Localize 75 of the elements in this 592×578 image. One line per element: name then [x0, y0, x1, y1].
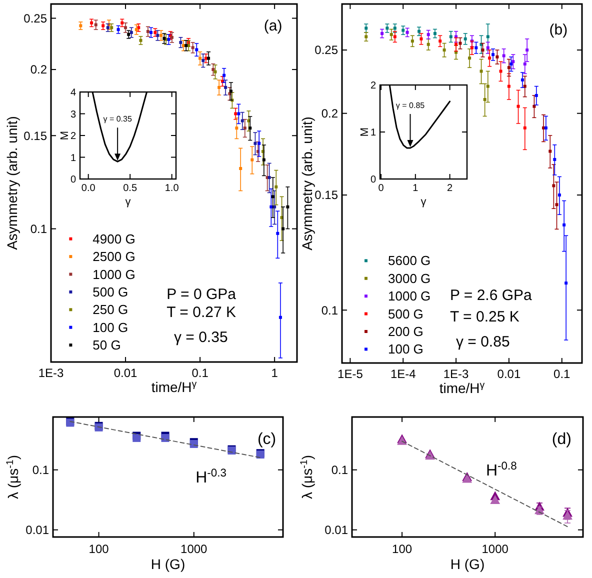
- x-axis-title: γ: [420, 196, 427, 208]
- annotation: (d): [552, 431, 572, 448]
- x-axis-title: H (G): [450, 556, 485, 572]
- y-tick-label: 0.2: [321, 106, 338, 121]
- annotation: H$^{-0.8}$: [486, 460, 517, 480]
- y-tick-label: 0: [370, 174, 376, 186]
- y-axis-title: Asymmetry (arb. unit): [298, 116, 315, 250]
- annotation: (c): [257, 431, 276, 448]
- x-tick-label: 0.1: [554, 367, 571, 381]
- y-tick-label: 4: [70, 88, 76, 98]
- y-tick-label: 1: [370, 128, 376, 138]
- annotation: (a): [264, 18, 282, 35]
- annotation: H$^{-0.3}$: [196, 468, 226, 487]
- annotation: γ = 0.85: [456, 334, 510, 351]
- y-tick-label: 2: [70, 131, 76, 142]
- legend-label: 3000 G: [388, 270, 431, 286]
- legend-label: 500 G: [92, 284, 128, 300]
- x-tick-label: 1E-4: [390, 367, 416, 381]
- legend-label: 250 G: [92, 302, 128, 318]
- x-tick-label: 0.5: [123, 183, 138, 194]
- y-tick-label: 0.15: [24, 128, 48, 143]
- legend-label: 5600 G: [388, 253, 431, 268]
- x-tick-label: 1E-5: [338, 367, 364, 381]
- x-tick-label: 0: [378, 183, 384, 194]
- annotation: P = 2.6 GPa: [450, 287, 533, 304]
- x-tick-label: 0.01: [114, 366, 138, 380]
- annotation: γ = 0.85: [396, 100, 426, 110]
- y-tick-label: 0.25: [314, 43, 338, 58]
- y-tick-label: 0.2: [30, 62, 48, 77]
- legend-label: 1000 G: [92, 266, 136, 282]
- legend-label: 2500 G: [92, 249, 136, 264]
- y-tick-label: 0: [70, 174, 76, 186]
- x-tick-label: 1: [412, 183, 419, 194]
- x-tick-label: 1000: [180, 542, 208, 556]
- legend-label: 500 G: [388, 306, 424, 322]
- y-tick-label: 0.1: [30, 222, 48, 236]
- annotation: (b): [549, 21, 568, 38]
- legend-label: 50 G: [92, 338, 121, 353]
- y-tick-label: 1: [70, 152, 76, 164]
- x-tick-label: 1E-3: [443, 367, 470, 381]
- y-tick-label: 0.01: [26, 523, 50, 538]
- y-tick-label: 0.1: [321, 303, 338, 318]
- y-axis-title: M: [58, 130, 71, 140]
- x-tick-label: 1000: [482, 542, 509, 556]
- x-tick-label: 0.01: [497, 367, 521, 381]
- y-tick-label: 0.1: [32, 463, 50, 478]
- legend-label: 100 G: [388, 342, 424, 357]
- x-tick-label: 0.1: [192, 366, 209, 380]
- annotation: P = 0 GPa: [166, 286, 237, 304]
- y-tick-label: 3: [70, 109, 76, 120]
- legend-label: 200 G: [388, 324, 424, 340]
- x-tick-label: 2: [447, 183, 454, 194]
- x-tick-label: 1E-3: [38, 366, 64, 380]
- legend-label: 1000 G: [388, 288, 431, 304]
- y-axis-title: M: [358, 127, 371, 137]
- x-axis-title: time/H$^{γ}$: [439, 380, 485, 396]
- x-tick-label: 100: [88, 542, 110, 556]
- x-axis-title: time/H$^{γ}$: [151, 378, 197, 395]
- annotation: T = 0.25 K: [450, 308, 520, 326]
- annotation: γ = 0.35: [103, 114, 132, 124]
- x-tick-label: 100: [392, 542, 412, 556]
- y-tick-label: 2: [370, 80, 376, 92]
- y-tick-label: 0.01: [324, 523, 348, 538]
- y-axis-title: Asymmetry (arb. unit): [4, 116, 20, 250]
- x-tick-label: 1.0: [164, 183, 180, 194]
- annotation: γ = 0.35: [174, 329, 228, 346]
- legend-label: 100 G: [92, 320, 128, 335]
- x-tick-label: 1: [271, 366, 278, 380]
- x-axis-title: γ: [125, 196, 132, 208]
- x-tick-label: 0.0: [81, 183, 96, 194]
- x-axis-title: H (G): [150, 556, 186, 572]
- y-tick-label: 0.25: [24, 11, 48, 26]
- legend-label: 4900 G: [92, 231, 136, 246]
- y-tick-label: 0.15: [314, 188, 338, 202]
- annotation: T = 0.27 K: [166, 304, 236, 322]
